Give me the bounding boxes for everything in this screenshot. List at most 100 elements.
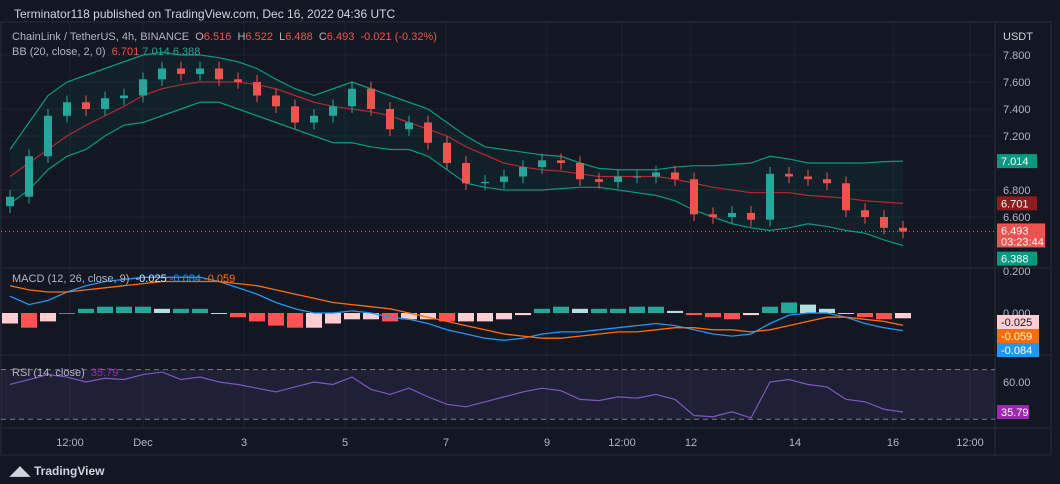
macd-histogram-bar	[401, 313, 417, 320]
signal-line	[9, 280, 904, 339]
macd-badge	[997, 315, 1039, 329]
publish-header: Terminator118 published on TradingView.c…	[14, 7, 396, 21]
open-value: 6.516	[203, 31, 232, 43]
time-tick-label: 12:00	[56, 437, 84, 449]
time-tick-label: 5	[342, 437, 348, 449]
candle-body	[785, 173, 793, 177]
change-value: -0.021 (-0.32%)	[360, 31, 437, 43]
macd-histogram-bar	[363, 313, 379, 320]
candle-body	[158, 68, 166, 80]
candle-body	[519, 167, 527, 177]
macd-histogram-bar	[97, 306, 113, 313]
bb-upper-line	[9, 51, 904, 171]
macd-histogram-bar	[287, 313, 303, 328]
close-value: 6.493	[326, 31, 355, 43]
time-tick-label: 7	[443, 437, 449, 449]
high-label: H	[237, 31, 246, 43]
candle-body	[557, 160, 565, 163]
candle-body	[405, 122, 413, 130]
bb-fill	[10, 52, 903, 246]
candle-body	[766, 173, 774, 220]
macd-tick-label: 0.200	[1003, 266, 1031, 278]
candle-body	[120, 95, 128, 99]
candle-body	[690, 179, 698, 215]
macd-line-value: -0.084	[169, 273, 201, 285]
macd-histogram-bar	[154, 308, 170, 313]
bb-lower-line	[9, 101, 904, 247]
macd-histogram-bar	[724, 313, 740, 320]
macd-histogram-bar	[800, 304, 816, 313]
countdown-label: 03:23:44	[1001, 236, 1044, 248]
candle-body	[63, 102, 71, 116]
time-tick-label: 12:00	[956, 437, 984, 449]
macd-histogram-bar	[838, 313, 854, 314]
price-tick-label: 7.200	[1003, 131, 1031, 143]
macd-histogram-bar	[40, 313, 56, 322]
candle-body	[82, 102, 90, 109]
macd-histogram-bar	[344, 313, 360, 320]
rsi-tick-label: 60.00	[1003, 377, 1031, 389]
candle-body	[614, 176, 622, 182]
price-badge-label: 7.014	[1001, 156, 1029, 168]
macd-histogram-bar	[458, 313, 474, 322]
close-label: C	[318, 31, 327, 43]
macd-histogram-bar	[496, 313, 512, 320]
candle-body	[367, 88, 375, 109]
macd-hist-value: -0.025	[135, 273, 167, 285]
macd-line	[9, 276, 904, 341]
candle-body	[177, 68, 185, 74]
low-value: 6.488	[285, 31, 313, 43]
macd-histogram-bar	[116, 306, 132, 313]
macd-badge	[997, 329, 1039, 343]
price-badge	[997, 154, 1037, 169]
price-tick-label: 6.600	[1003, 212, 1031, 224]
candle-body	[880, 217, 888, 228]
candle-body	[671, 172, 679, 180]
time-tick-label: 3	[241, 437, 247, 449]
rsi-band	[1, 369, 995, 420]
macd-signal-value: -0.059	[204, 273, 236, 285]
macd-label[interactable]: MACD (12, 26, close, 9)	[12, 273, 130, 285]
symbol-title[interactable]: ChainLink / TetherUS, 4h, BINANCE	[12, 31, 190, 43]
macd-histogram-bar	[648, 306, 664, 313]
macd-badge-label: -0.084	[1001, 345, 1032, 357]
candle-body	[823, 179, 831, 184]
time-tick-label: 16	[887, 437, 899, 449]
candle-body	[462, 163, 470, 184]
candle-body	[329, 106, 337, 116]
candle-body	[595, 179, 603, 182]
macd-histogram-bar	[59, 313, 75, 314]
candle-body	[386, 109, 394, 130]
macd-legend: MACD (12, 26, close, 9) -0.025 -0.084 -0…	[12, 273, 235, 285]
price-tick-label: 7.400	[1003, 104, 1031, 116]
candle-body	[44, 115, 52, 157]
price-badge-label: 6.493	[1001, 225, 1029, 237]
candle-body	[196, 68, 204, 74]
price-badge	[997, 251, 1037, 266]
candle-body	[6, 196, 14, 207]
candle-body	[538, 160, 546, 168]
candle-body	[804, 176, 812, 180]
macd-histogram-bar	[325, 313, 341, 324]
macd-histogram-bar	[876, 313, 892, 320]
macd-badge-label: -0.025	[1001, 317, 1032, 329]
bb-lower-value: 6.388	[172, 46, 201, 58]
bb-legend: BB (20, close, 2, 0) 6.701 7.014 6.388	[12, 46, 200, 58]
rsi-label[interactable]: RSI (14, close)	[12, 367, 85, 379]
macd-histogram-bar	[686, 313, 702, 316]
candle-body	[272, 95, 280, 107]
brand-label: TradingView	[34, 464, 105, 478]
candle-body	[253, 82, 261, 96]
rsi-value: 35.79	[90, 367, 119, 379]
macd-histogram-bar	[135, 306, 151, 313]
macd-histogram-bar	[192, 308, 208, 313]
candle-body	[291, 106, 299, 123]
tradingview-logo[interactable]: ◢◣ TradingView	[10, 463, 104, 479]
candle-body	[481, 181, 489, 184]
low-label: L	[279, 31, 286, 43]
macd-badge	[997, 343, 1039, 357]
time-tick-label: 12	[685, 437, 697, 449]
bb-label[interactable]: BB (20, close, 2, 0)	[12, 46, 106, 58]
